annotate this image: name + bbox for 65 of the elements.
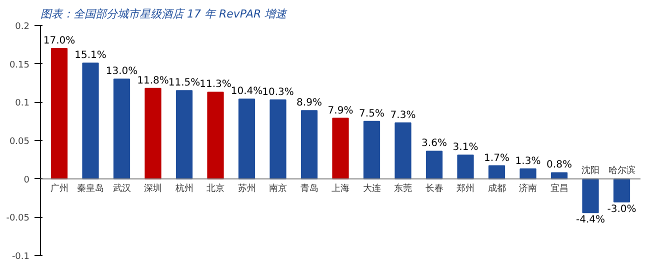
data-label: 1.7% xyxy=(484,152,510,164)
data-label: 15.1% xyxy=(74,50,106,62)
bar xyxy=(300,110,318,180)
x-tick-label: 上海 xyxy=(332,182,350,194)
bar xyxy=(332,118,349,180)
y-tick-label: 0.05 xyxy=(9,137,30,147)
x-tick-label: 南京 xyxy=(269,182,287,194)
x-tick-label: 北京 xyxy=(206,182,224,194)
bar xyxy=(363,120,380,180)
bar xyxy=(394,122,412,180)
bar xyxy=(144,88,162,180)
data-label: -4.4% xyxy=(576,214,606,226)
data-label: 13.0% xyxy=(106,66,138,78)
data-label: 11.5% xyxy=(168,78,200,89)
bar xyxy=(457,154,474,180)
x-tick-label: 郑州 xyxy=(456,182,474,194)
x-tick-label: 苏州 xyxy=(238,182,256,194)
data-label: 17.0% xyxy=(43,36,76,46)
data-label: 10.3% xyxy=(262,86,294,98)
x-tick-label: 宜昌 xyxy=(550,182,568,194)
data-label: 7.9% xyxy=(328,105,354,116)
data-label: 7.3% xyxy=(390,110,416,121)
data-label: 7.5% xyxy=(359,108,384,120)
x-tick-label: 深圳 xyxy=(144,182,162,194)
bar xyxy=(50,48,68,180)
bar xyxy=(613,178,630,202)
data-label: 1.3% xyxy=(515,156,541,167)
x-tick-label: 秦皇岛 xyxy=(77,182,104,194)
data-label: 3.1% xyxy=(452,142,478,154)
x-tick-label: 杭州 xyxy=(174,182,194,194)
bar xyxy=(426,150,443,180)
bar xyxy=(238,98,256,180)
x-tick-label: 长春 xyxy=(425,182,444,194)
bar xyxy=(82,62,99,180)
x-tick-label: 东莞 xyxy=(394,182,412,194)
x-tick-label: 广州 xyxy=(50,182,68,194)
x-tick-label: 大连 xyxy=(362,182,381,194)
bar xyxy=(176,90,193,180)
data-label: -3.0% xyxy=(607,204,636,215)
y-tick-label: -0.05 xyxy=(6,214,30,224)
y-tick-label: 0.15 xyxy=(9,60,30,70)
x-tick-label: 沈阳 xyxy=(582,164,600,176)
data-label: 11.3% xyxy=(200,79,232,90)
x-tick-label: 青岛 xyxy=(300,182,318,194)
bar xyxy=(582,178,599,214)
bar xyxy=(207,92,224,180)
data-label: 8.9% xyxy=(296,98,322,109)
y-tick-label: 0.1 xyxy=(15,98,30,109)
y-tick-label: 0 xyxy=(24,175,30,186)
chart-title: 图表：全国部分城市星级酒店 17 年 RevPAR 增速 xyxy=(40,8,288,20)
bar xyxy=(113,78,130,180)
x-tick-label: 武汉 xyxy=(112,182,131,194)
y-tick-label: 0.2 xyxy=(15,22,30,32)
data-label: 10.4% xyxy=(230,86,263,98)
data-label: 11.8% xyxy=(137,75,169,86)
x-tick-label: 成都 xyxy=(488,182,506,194)
y-tick-label: -0.1 xyxy=(12,252,30,262)
bar xyxy=(488,165,506,180)
x-tick-label: 济南 xyxy=(519,182,537,194)
bar xyxy=(550,172,568,180)
x-tick-label: 哈尔滨 xyxy=(608,164,636,176)
data-label: 3.6% xyxy=(422,138,447,150)
data-label: 0.8% xyxy=(546,160,572,171)
bar xyxy=(270,99,286,180)
bar xyxy=(520,168,536,180)
